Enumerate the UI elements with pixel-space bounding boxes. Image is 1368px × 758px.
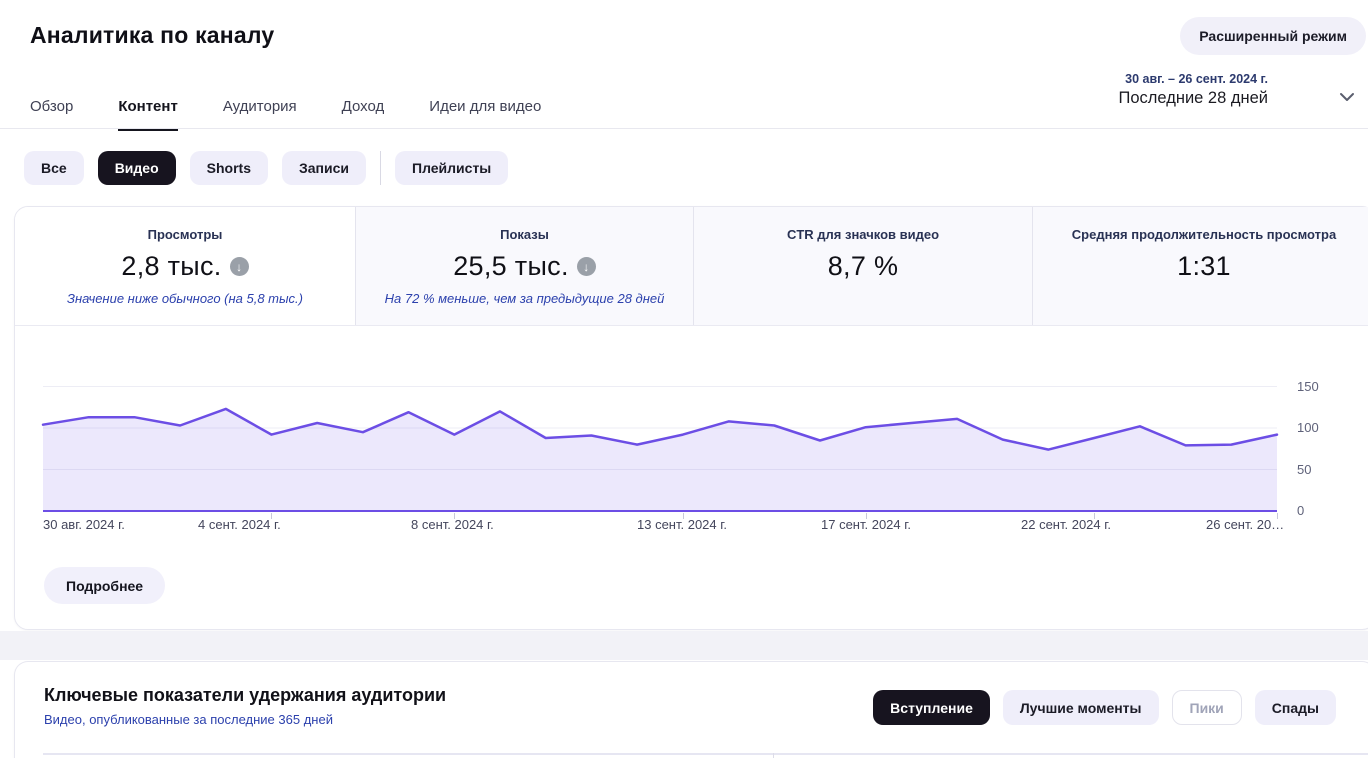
filter-chip-video[interactable]: Видео — [97, 151, 176, 185]
tab-revenue[interactable]: Доход — [341, 98, 385, 115]
x-axis-tick — [454, 513, 455, 519]
metric-note: Значение ниже обычного (на 5,8 тыс.) — [66, 291, 304, 306]
date-preset-text: Последние 28 дней — [1118, 89, 1268, 107]
metric-note: На 72 % меньше, чем за предыдущие 28 дне… — [384, 291, 665, 306]
date-range-text: 30 авг. – 26 сент. 2024 г. — [1125, 72, 1268, 86]
retention-filter-buttons: Вступление Лучшие моменты Пики Спады — [873, 690, 1336, 725]
metric-label: Средняя продолжительность просмотра — [1071, 227, 1337, 242]
table-column-divider — [773, 753, 774, 758]
x-axis-tick — [1277, 513, 1278, 519]
chevron-down-icon[interactable] — [1336, 86, 1358, 108]
tab-audience[interactable]: Аудитория — [222, 98, 297, 115]
metric-label: CTR для значков видео — [786, 227, 940, 242]
page-title: Аналитика по каналу — [30, 22, 275, 48]
x-axis-label: 30 авг. 2024 г. — [43, 517, 125, 532]
y-axis-label: 150 — [1297, 378, 1319, 394]
retention-button-intro[interactable]: Вступление — [873, 690, 990, 725]
filter-chip-shorts[interactable]: Shorts — [189, 151, 268, 185]
x-axis-tick — [271, 513, 272, 519]
x-axis-tick — [866, 513, 867, 519]
x-axis-tick — [683, 513, 684, 519]
x-axis-label: 4 сент. 2024 г. — [198, 517, 281, 532]
retention-button-spikes: Пики — [1171, 690, 1242, 725]
metric-value: 8,7 % — [827, 251, 899, 281]
y-axis-label: 0 — [1297, 503, 1305, 518]
metric-label: Показы — [500, 227, 549, 242]
y-axis-label: 100 — [1297, 420, 1319, 435]
y-axis-label: 50 — [1297, 461, 1312, 477]
metric-value: 1:31 — [1177, 251, 1231, 281]
x-axis-tick — [1094, 513, 1095, 519]
x-axis-label: 13 сент. 2024 г. — [637, 517, 728, 532]
x-axis-label: 8 сент. 2024 г. — [411, 517, 494, 532]
overview-card: Просмотры 2,8 тыс. ↓ Значение ниже обычн… — [14, 206, 1368, 630]
filter-chip-playlists[interactable]: Плейлисты — [395, 151, 509, 185]
analytics-tabs: Обзор Контент Аудитория Доход Идеи для в… — [30, 99, 541, 131]
trend-down-icon: ↓ — [576, 257, 596, 276]
chip-divider — [380, 151, 381, 185]
retention-button-dips[interactable]: Спады — [1254, 690, 1336, 725]
metric-label: Просмотры — [147, 227, 223, 242]
tab-content[interactable]: Контент — [118, 99, 178, 131]
retention-title: Ключевые показатели удержания аудитории — [44, 685, 447, 705]
metric-cards-row: Просмотры 2,8 тыс. ↓ Значение ниже обычн… — [15, 207, 1368, 326]
metric-value: 2,8 тыс. — [121, 251, 222, 281]
tab-video-ideas[interactable]: Идеи для видео — [429, 98, 542, 115]
metric-value: 25,5 тыс. — [453, 251, 569, 281]
area-fill — [43, 408, 1277, 511]
filter-chip-posts[interactable]: Записи — [281, 151, 366, 185]
trend-down-icon: ↓ — [229, 257, 249, 276]
metric-card-views[interactable]: Просмотры 2,8 тыс. ↓ Значение ниже обычн… — [15, 207, 356, 325]
details-button[interactable]: Подробнее — [44, 567, 166, 604]
metric-card-avg-duration[interactable]: Средняя продолжительность просмотра 1:31 — [1033, 207, 1368, 325]
retention-button-top-moments[interactable]: Лучшие моменты — [1002, 690, 1159, 725]
x-axis-label: 26 сент. 20… — [1206, 517, 1285, 532]
retention-card: Ключевые показатели удержания аудитории … — [14, 661, 1368, 758]
filter-chip-all[interactable]: Все — [24, 151, 84, 185]
table-top-border — [43, 753, 1368, 755]
section-gap — [0, 631, 1368, 660]
retention-subtitle: Видео, опубликованные за последние 365 д… — [44, 712, 333, 727]
metric-card-impressions[interactable]: Показы 25,5 тыс. ↓ На 72 % меньше, чем з… — [356, 207, 694, 325]
tab-overview[interactable]: Обзор — [30, 98, 74, 115]
metric-card-ctr[interactable]: CTR для значков видео 8,7 % — [694, 207, 1033, 325]
data-line — [41, 407, 1279, 451]
advanced-mode-button[interactable]: Расширенный режим — [1180, 17, 1366, 55]
x-axis-label: 22 сент. 2024 г. — [1021, 517, 1112, 532]
content-type-filters: Все Видео Shorts Записи Плейлисты — [24, 151, 509, 185]
views-area-chart[interactable] — [41, 374, 1279, 514]
x-axis-label: 17 сент. 2024 г. — [821, 517, 912, 532]
date-range-picker[interactable]: 30 авг. – 26 сент. 2024 г. Последние 28 … — [1118, 72, 1268, 108]
header-divider — [0, 128, 1368, 129]
